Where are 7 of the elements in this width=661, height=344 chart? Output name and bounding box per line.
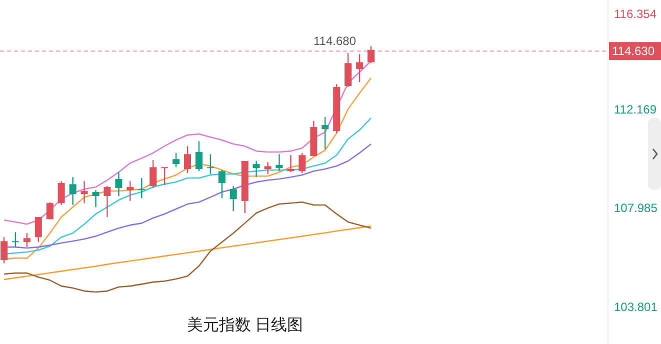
y-tick-label: 116.354: [614, 7, 657, 21]
y-tick-label: 103.801: [614, 300, 658, 314]
y-tick-label: 107.985: [614, 201, 658, 216]
ref-line-label: 114.630: [612, 44, 655, 58]
y-tick-label: 112.169: [614, 102, 657, 116]
annotation: 114.680: [314, 34, 356, 48]
text: 美元指数 日线图: [186, 316, 304, 334]
